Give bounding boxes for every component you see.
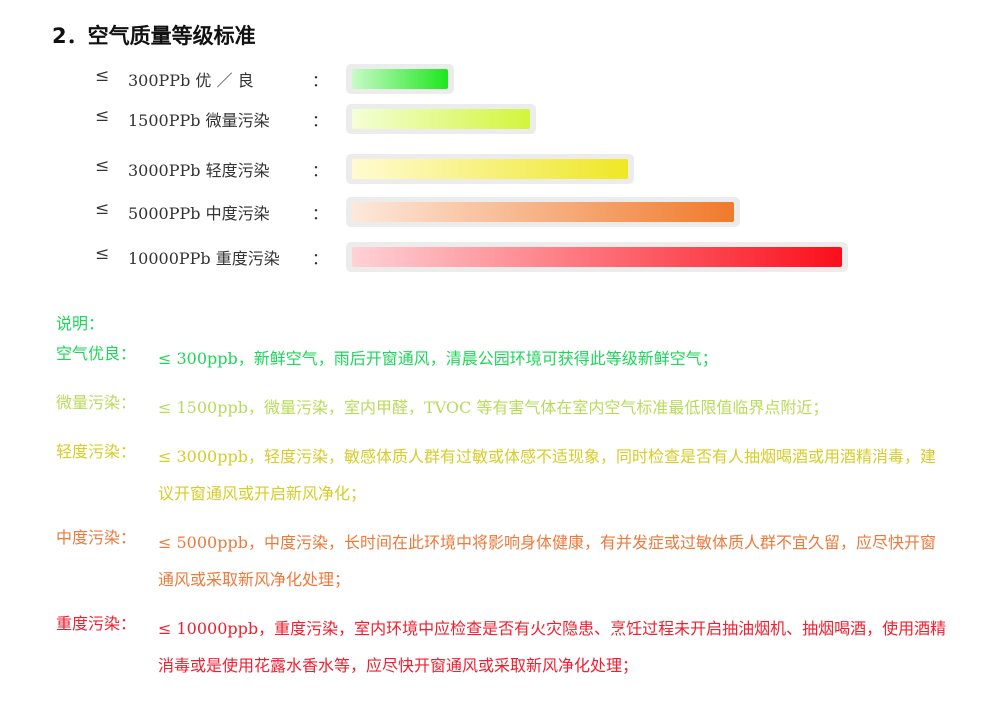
note-item: 重度污染： ≤ 10000ppb，重度污染，室内环境中应检查是否有火灾隐患、烹饪… [56, 610, 956, 684]
level-bar-track [346, 64, 454, 94]
level-name: 1500PPb 微量污染 [128, 111, 270, 130]
level-bar-fill [352, 247, 842, 267]
note-label: 中度污染： [56, 528, 137, 547]
level-bar-fill [352, 109, 530, 129]
level-colon: ： [312, 204, 329, 223]
level-bar-track [346, 104, 536, 134]
note-text: ≤ 1500ppb，微量污染，室内甲醛，TVOC 等有害气体在室内空气标准最低限… [158, 398, 829, 417]
le-symbol: ≤ [95, 66, 110, 86]
level-row-severe: ≤ 10000PPb 重度污染 ： [0, 242, 900, 272]
note-label: 微量污染： [56, 393, 137, 412]
note-text: ≤ 5000ppb，中度污染，长时间在此环境中将影响身体健康，有并发症或过敏体质… [158, 533, 936, 589]
level-colon: ： [312, 71, 329, 90]
note-item: 空气优良： ≤ 300ppb，新鲜空气，雨后开窗通风，清晨公园环境可获得此等级新… [56, 340, 956, 377]
level-name: 300PPb 优 ／ 良 [128, 71, 254, 90]
level-row-slight: ≤ 1500PPb 微量污染 ： [0, 104, 900, 134]
note-text: ≤ 10000ppb，重度污染，室内环境中应检查是否有火灾隐患、烹饪过程未开启抽… [158, 619, 947, 675]
note-label: 轻度污染： [56, 442, 137, 461]
level-row-excellent: ≤ 300PPb 优 ／ 良 ： [0, 64, 900, 94]
level-bar-fill [352, 159, 628, 179]
note-item: 轻度污染： ≤ 3000ppb，轻度污染，敏感体质人群有过敏或体感不适现象，同时… [56, 438, 956, 512]
le-symbol: ≤ [95, 244, 110, 264]
level-row-moderate: ≤ 5000PPb 中度污染 ： [0, 197, 900, 227]
level-name: 10000PPb 重度污染 [128, 249, 280, 268]
level-bar-track [346, 197, 740, 227]
notes-section: 说明： 空气优良： ≤ 300ppb，新鲜空气，雨后开窗通风，清晨公园环境可获得… [56, 310, 956, 696]
level-row-light: ≤ 3000PPb 轻度污染 ： [0, 154, 900, 184]
section-heading: 2．空气质量等级标准 [52, 24, 256, 48]
le-symbol: ≤ [95, 156, 110, 176]
level-name: 3000PPb 轻度污染 [128, 161, 270, 180]
level-bar-fill [352, 69, 448, 89]
note-text: ≤ 3000ppb，轻度污染，敏感体质人群有过敏或体感不适现象，同时检查是否有人… [158, 447, 936, 503]
level-name: 5000PPb 中度污染 [128, 204, 270, 223]
level-colon: ： [312, 161, 329, 180]
level-bar-fill [352, 202, 734, 222]
note-item: 中度污染： ≤ 5000ppb，中度污染，长时间在此环境中将影响身体健康，有并发… [56, 524, 956, 598]
le-symbol: ≤ [95, 106, 110, 126]
note-label: 重度污染： [56, 614, 137, 633]
level-bar-track [346, 154, 634, 184]
level-bar-track [346, 242, 848, 272]
le-symbol: ≤ [95, 199, 110, 219]
note-item: 微量污染： ≤ 1500ppb，微量污染，室内甲醛，TVOC 等有害气体在室内空… [56, 389, 956, 426]
note-text: ≤ 300ppb，新鲜空气，雨后开窗通风，清晨公园环境可获得此等级新鲜空气； [158, 349, 718, 368]
level-colon: ： [312, 249, 329, 268]
note-label: 空气优良： [56, 344, 137, 363]
notes-title: 说明： [56, 314, 105, 333]
level-colon: ： [312, 111, 329, 130]
